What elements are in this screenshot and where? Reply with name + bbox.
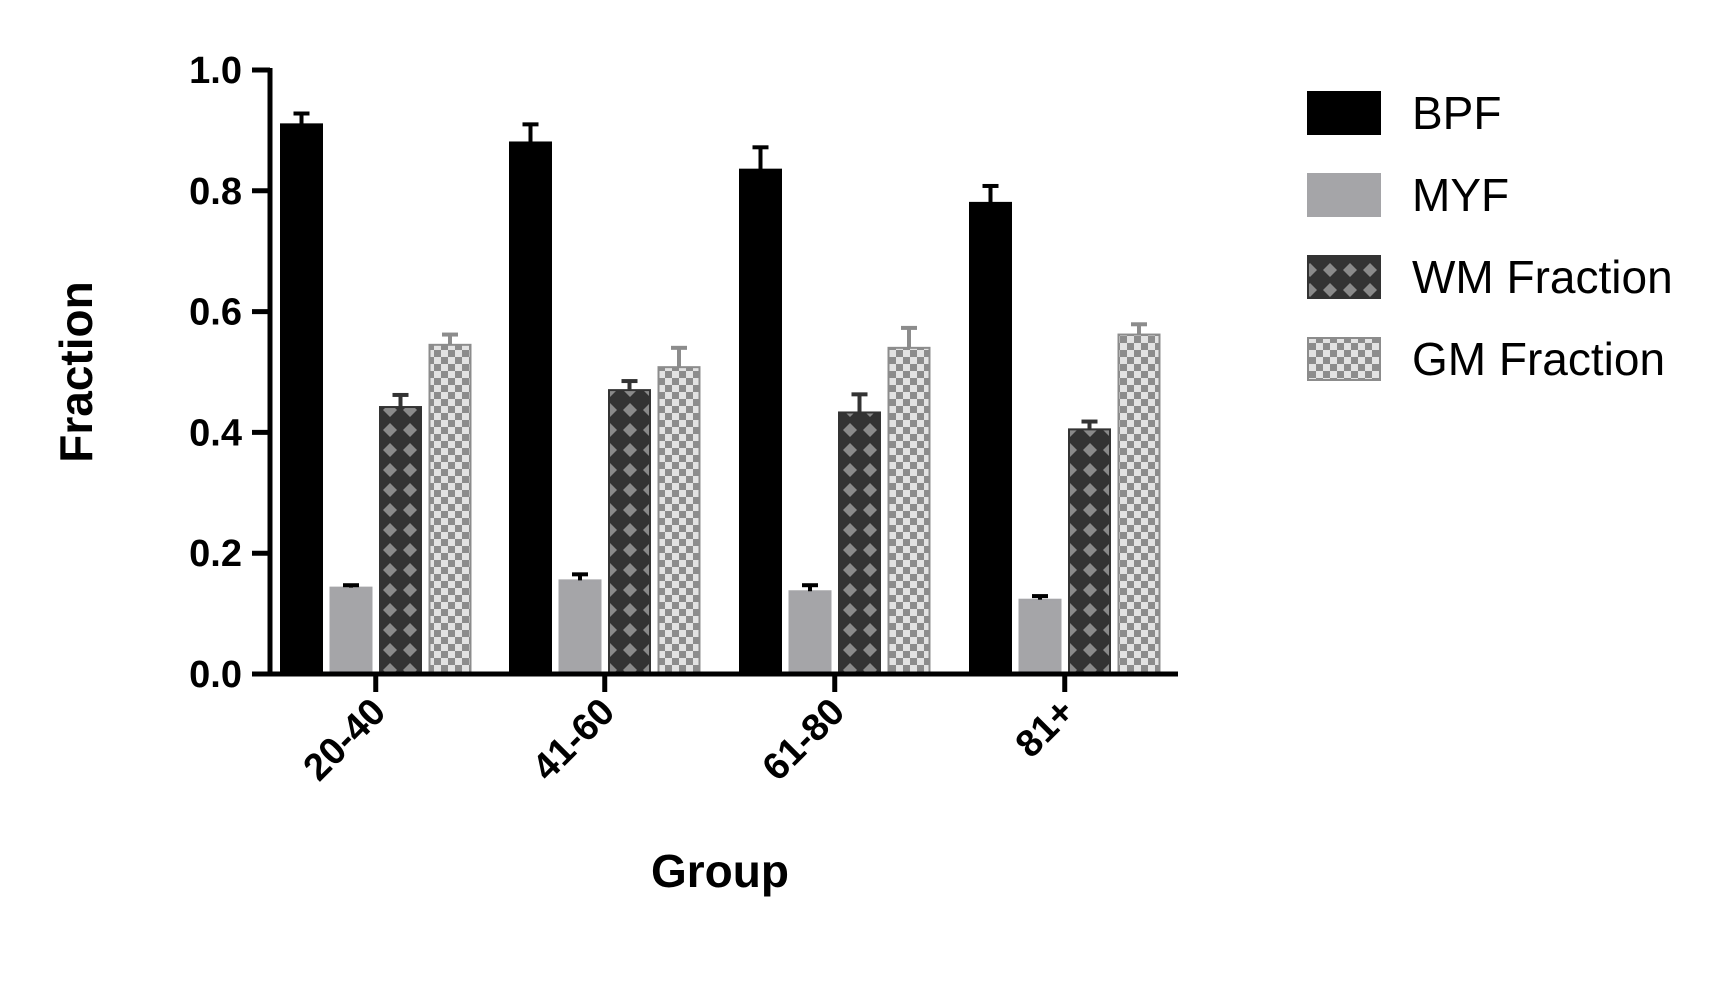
- bar-wm-fraction-61-80: [838, 411, 881, 675]
- error-bar: [802, 583, 818, 592]
- error-bar: [1081, 419, 1098, 430]
- y-tick-label: 0.6: [189, 292, 242, 334]
- legend-label: GM Fraction: [1412, 333, 1665, 385]
- error-bar: [752, 145, 769, 170]
- bar-gm-fraction-61-80: [887, 346, 931, 675]
- legend-label: MYF: [1412, 169, 1509, 221]
- bar-myf-20-40: [329, 586, 373, 675]
- bars-layer: [280, 123, 1161, 676]
- y-tick-label: 1.0: [189, 50, 242, 92]
- bar-wm-fraction-41-60: [608, 389, 651, 675]
- x-axis: 20-40 41-60 61-80 81+: [267, 671, 1178, 789]
- bar-wm-fraction-20-40: [379, 406, 422, 675]
- legend-item: GM Fraction: [1307, 333, 1665, 385]
- error-bar: [671, 345, 687, 368]
- x-tick-label: 20-40: [296, 691, 394, 789]
- error-bar: [1131, 322, 1147, 335]
- error-bar: [343, 583, 359, 588]
- bar-bpf-41-60: [509, 141, 552, 676]
- bar-wm-fraction-81+: [1068, 428, 1111, 675]
- legend-label: WM Fraction: [1412, 251, 1673, 303]
- legend: BPF MYF WM Fraction GM Fraction: [1307, 87, 1673, 385]
- y-tick-label: 0.8: [189, 171, 242, 213]
- error-bar: [442, 332, 458, 345]
- legend-item: WM Fraction: [1307, 251, 1673, 303]
- legend-label: BPF: [1412, 87, 1501, 139]
- bar-bpf-20-40: [280, 123, 323, 676]
- x-tick-label: 41-60: [525, 691, 623, 789]
- y-ticks: 0.0 0.2 0.4 0.6 0.8 1.0: [189, 50, 270, 696]
- bar-gm-fraction-41-60: [657, 366, 701, 675]
- legend-swatch: [1307, 173, 1381, 217]
- legend-swatch: [1307, 337, 1381, 381]
- y-tick-label: 0.2: [189, 533, 242, 575]
- error-bar: [522, 122, 539, 143]
- error-bar: [572, 572, 588, 581]
- bar-bpf-61-80: [739, 168, 782, 675]
- y-axis: 0.0 0.2 0.4 0.6 0.8 1.0: [189, 50, 273, 696]
- error-bar: [851, 392, 868, 413]
- error-bar: [621, 379, 638, 391]
- error-bar: [392, 392, 409, 408]
- error-bar: [901, 325, 917, 348]
- error-bar: [1032, 594, 1048, 600]
- x-ticks: 20-40 41-60 61-80 81+: [296, 674, 1083, 789]
- legend-item: MYF: [1307, 169, 1509, 221]
- x-tick-label: 61-80: [755, 691, 853, 789]
- bar-myf-61-80: [788, 590, 832, 676]
- bar-bpf-81+: [969, 201, 1012, 675]
- bar-gm-fraction-20-40: [428, 343, 472, 675]
- error-bar: [293, 111, 310, 125]
- x-axis-title: Group: [651, 845, 789, 897]
- error-bar: [982, 183, 999, 203]
- bar-gm-fraction-81+: [1117, 333, 1161, 675]
- x-tick-label: 81+: [1008, 691, 1083, 766]
- legend-swatch: [1307, 255, 1381, 299]
- y-axis-title: Fraction: [50, 281, 102, 462]
- y-tick-label: 0.4: [189, 412, 242, 454]
- bar-myf-81+: [1018, 598, 1062, 676]
- y-tick-label: 0.0: [189, 654, 242, 696]
- legend-swatch: [1307, 91, 1381, 135]
- error-bars-layer: [293, 111, 1147, 600]
- bar-myf-41-60: [558, 579, 602, 676]
- legend-item: BPF: [1307, 87, 1501, 139]
